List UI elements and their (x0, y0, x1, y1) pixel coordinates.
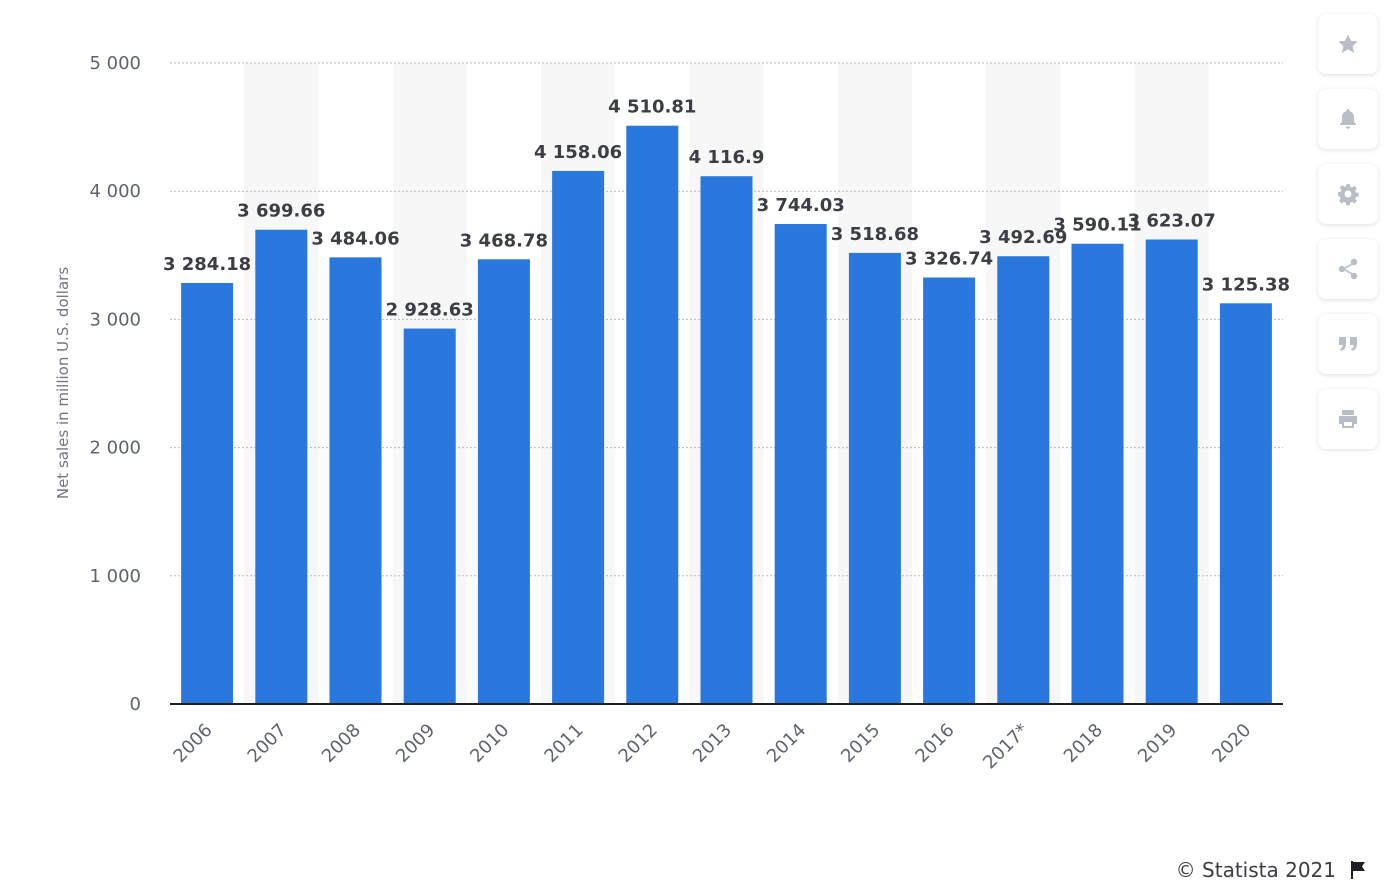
data-label: 3 484.06 (311, 228, 399, 249)
data-labels: 3 284.18 3 699.66 3 484.06 2 928.63 3 468.78… (163, 97, 1290, 321)
x-tick-label: 2008 (318, 720, 365, 767)
bar[interactable] (1145, 239, 1198, 704)
bar[interactable] (626, 125, 679, 704)
bar[interactable] (403, 328, 456, 704)
data-label: 3 518.68 (831, 224, 919, 245)
y-tick-label: 0 (130, 694, 141, 715)
bar[interactable] (1219, 303, 1272, 704)
bars (181, 125, 1272, 705)
x-tick-label: 2007 (244, 720, 291, 767)
x-axis-ticks: 2006 2007 2008 2009 2010 2011 2012 2013 2014 2015… (169, 720, 1255, 774)
x-tick-label: 2020 (1208, 720, 1255, 767)
chart-toolbar (1318, 14, 1378, 464)
notification-button[interactable] (1318, 89, 1378, 149)
bar[interactable] (923, 277, 976, 704)
data-label: 4 158.06 (534, 142, 622, 163)
data-label: 3 623.07 (1128, 211, 1216, 232)
print-button[interactable] (1318, 389, 1378, 449)
gear-icon (1338, 184, 1359, 206)
x-tick-label: 2011 (540, 720, 587, 767)
bar[interactable] (1071, 243, 1124, 704)
data-label: 3 590.11 (1053, 215, 1141, 236)
x-tick-label: 2012 (615, 720, 662, 767)
bar[interactable] (774, 224, 827, 704)
cite-button[interactable] (1318, 314, 1378, 374)
x-tick-label: 2006 (169, 720, 216, 767)
share-button[interactable] (1318, 239, 1378, 299)
x-tick-label: 2010 (466, 720, 513, 767)
y-axis-ticks: 0 1 000 2 000 3 000 4 000 5 000 (89, 53, 141, 715)
bar[interactable] (552, 170, 605, 704)
x-tick-label: 2014 (763, 720, 810, 767)
footer-credit: © Statista 2021 (1176, 858, 1368, 882)
data-label: 3 326.74 (905, 249, 993, 270)
settings-button[interactable] (1318, 164, 1378, 224)
data-label: 3 284.18 (163, 254, 251, 275)
bar[interactable] (255, 229, 308, 704)
x-tick-label: 2019 (1134, 720, 1181, 767)
bar-chart: 0 1 000 2 000 3 000 4 000 5 000 3 284.18 3 699… (54, 53, 1290, 774)
star-icon (1338, 34, 1358, 53)
data-label: 3 468.78 (460, 230, 548, 251)
bar[interactable] (700, 176, 753, 704)
data-label: 3 744.03 (757, 195, 845, 216)
bar[interactable] (181, 282, 234, 704)
y-tick-label: 2 000 (89, 438, 141, 459)
data-label: 3 492.69 (979, 227, 1067, 248)
x-tick-label: 2017* (979, 720, 1033, 774)
bar[interactable] (329, 257, 382, 704)
data-label: 4 510.81 (608, 97, 696, 118)
credit-text[interactable]: © Statista 2021 (1175, 858, 1336, 882)
data-label: 4 116.9 (689, 147, 765, 168)
bar[interactable] (848, 252, 901, 705)
x-tick-label: 2018 (1060, 720, 1107, 767)
y-tick-label: 4 000 (89, 181, 141, 202)
y-tick-label: 5 000 (89, 53, 141, 74)
favorite-button[interactable] (1318, 14, 1378, 74)
x-tick-label: 2009 (392, 720, 439, 767)
data-label: 3 125.38 (1202, 274, 1290, 295)
y-tick-label: 3 000 (89, 309, 141, 330)
x-tick-label: 2015 (837, 720, 884, 767)
quote-icon (1339, 337, 1357, 351)
print-icon (1339, 410, 1357, 428)
y-tick-label: 1 000 (89, 566, 141, 587)
bar[interactable] (477, 259, 530, 704)
share-icon (1338, 258, 1358, 280)
bell-icon (1340, 109, 1356, 129)
x-tick-label: 2013 (689, 720, 736, 767)
data-label: 3 699.66 (237, 201, 325, 222)
flag-icon[interactable] (1348, 860, 1368, 880)
x-tick-label: 2016 (911, 720, 958, 767)
data-label: 2 928.63 (386, 300, 474, 321)
y-axis-label: Net sales in million U.S. dollars (54, 267, 72, 499)
bar[interactable] (997, 256, 1050, 704)
